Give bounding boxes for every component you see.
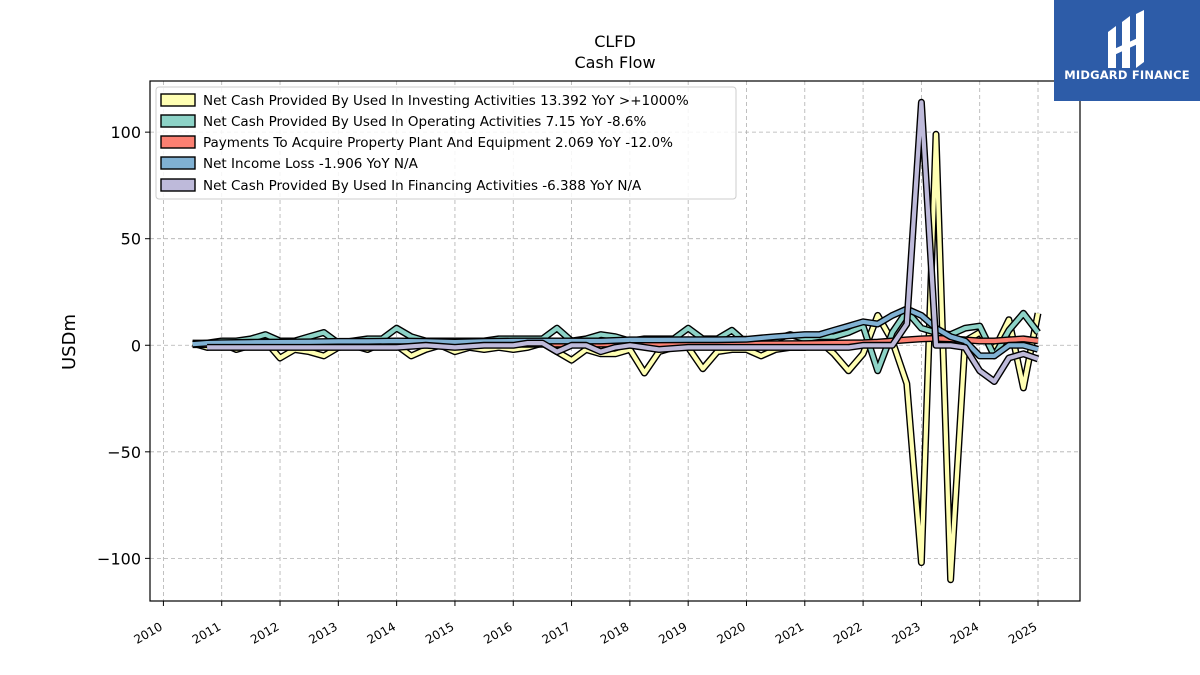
x-tick-label: 2025: [1006, 619, 1039, 646]
legend-swatch-net-income: [160, 156, 196, 170]
y-tick-label: 50: [121, 230, 141, 249]
legend-swatch-financing: [160, 178, 196, 192]
series-line-financing: [207, 100, 1039, 384]
x-tick-label: 2017: [540, 619, 573, 646]
logo-text: MIDGARD FINANCE: [1064, 68, 1190, 82]
series-lines: [191, 98, 1042, 584]
legend-swatch-investing: [160, 93, 196, 107]
x-tick-label: 2024: [948, 619, 981, 646]
series-line-net-income: [192, 306, 1039, 358]
y-axis-label: USDm: [59, 314, 80, 370]
midgard-finance-logo: MIDGARD FINANCE: [1054, 0, 1200, 101]
x-tick-label: 2022: [831, 619, 864, 646]
legend-label-financing: Net Cash Provided By Used In Financing A…: [203, 178, 642, 194]
x-tick-label: 2019: [656, 619, 689, 646]
legend: Net Cash Provided By Used In Investing A…: [155, 86, 737, 200]
legend-entry-capex: Payments To Acquire Property Plant And E…: [160, 135, 673, 151]
chart-subtitle: Cash Flow: [574, 53, 655, 72]
legend-label-capex: Payments To Acquire Property Plant And E…: [203, 135, 673, 151]
x-tick-label: 2013: [306, 619, 339, 646]
plot-area-frame: [149, 80, 1081, 602]
chart-title: CLFD: [594, 32, 636, 51]
x-tick-label: 2015: [423, 619, 456, 646]
logo-mark-icon: [1108, 10, 1144, 68]
series-outline-investing: [191, 130, 1042, 584]
x-tick-label: 2018: [598, 619, 631, 646]
y-tick-label: 100: [110, 123, 141, 142]
legend-entry-investing: Net Cash Provided By Used In Investing A…: [160, 93, 689, 109]
x-axis: 2010 2011 2012 2013 2014 2015 2016 2017 2018 2019…: [131, 601, 1040, 647]
x-tick-label: 2023: [889, 619, 922, 646]
legend-entry-net-income: Net Income Loss -1.906 YoY N/A: [160, 156, 419, 172]
y-tick-label: −100: [97, 549, 141, 568]
x-tick-label: 2010: [131, 619, 164, 646]
legend-swatch-capex: [160, 135, 196, 149]
x-tick-label: 2021: [773, 619, 806, 646]
legend-label-net-income: Net Income Loss -1.906 YoY N/A: [203, 156, 419, 172]
x-tick-label: 2012: [248, 619, 281, 646]
x-tick-label: 2011: [190, 619, 223, 646]
y-tick-label: −50: [107, 443, 141, 462]
x-tick-label: 2014: [365, 619, 398, 646]
y-axis: −100 −50 0 50 100: [97, 123, 150, 568]
y-tick-label: 0: [131, 336, 141, 355]
legend-label-investing: Net Cash Provided By Used In Investing A…: [203, 93, 689, 109]
legend-swatch-operating: [160, 114, 196, 128]
x-tick-label: 2020: [715, 619, 748, 646]
legend-label-operating: Net Cash Provided By Used In Operating A…: [203, 114, 647, 130]
legend-frame: [155, 86, 737, 200]
x-tick-label: 2016: [481, 619, 514, 646]
legend-entry-operating: Net Cash Provided By Used In Operating A…: [160, 114, 647, 130]
legend-entry-financing: Net Cash Provided By Used In Financing A…: [160, 178, 642, 194]
